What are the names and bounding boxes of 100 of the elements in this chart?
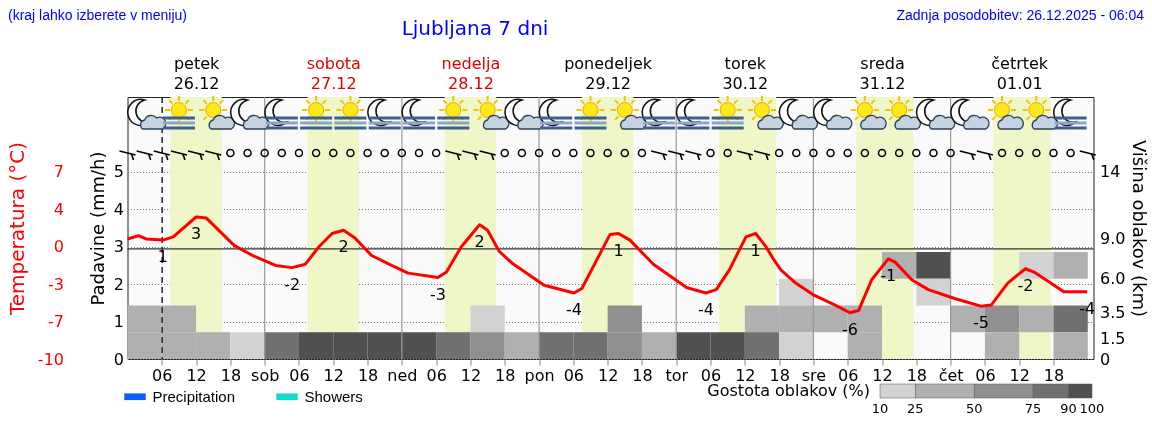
- text: Zadnja posodobitev: 26.12.2025 - 06:04: [896, 7, 1144, 23]
- x-tick-label: 12: [1009, 365, 1030, 385]
- point: [161, 305, 197, 333]
- color-bar-label: 10: [871, 401, 889, 416]
- color-bar-label: 90: [1060, 401, 1077, 416]
- y2-tick-label: 0: [113, 349, 124, 369]
- point: [539, 332, 574, 359]
- point: [230, 332, 265, 359]
- x2-tick-label: nedelja 28.12: [441, 53, 501, 93]
- y3-tick-label: 6.0: [1100, 269, 1126, 289]
- x2-tick-label: sobota 27.12: [306, 53, 361, 93]
- point: [504, 332, 540, 359]
- x-tick-label: 18: [1043, 365, 1065, 385]
- point: [744, 305, 780, 333]
- y2-axis-title: Padavine (mm/h): [86, 151, 108, 306]
- point: [1053, 252, 1088, 279]
- x-tick-label: tor: [665, 365, 689, 385]
- x-tick-label: ned: [387, 365, 418, 385]
- x2-tick-label: torek 30.12: [722, 53, 769, 93]
- point: [1053, 332, 1088, 359]
- x-tick-label: 06: [152, 365, 173, 385]
- chart-title: Ljubljana 7 dni: [401, 16, 549, 40]
- annotation: -3: [429, 284, 446, 304]
- point: [916, 252, 951, 279]
- x-tick-label: čet: [938, 365, 964, 385]
- x-tick-label: 18: [632, 365, 653, 385]
- point: [333, 332, 368, 359]
- point: [127, 332, 162, 359]
- legend-label: Precipitation: [152, 387, 236, 405]
- y-axis-title: Temperatura (°C): [4, 141, 29, 317]
- x-tick-label: 18: [906, 365, 927, 385]
- x2-tick-label: sreda 31.12: [859, 53, 906, 93]
- color-bar-label: 50: [965, 401, 983, 416]
- annotation: 1: [157, 247, 169, 267]
- x-tick-label: 12: [597, 365, 619, 385]
- x-tick-label: 12: [460, 365, 482, 385]
- y3-axis-title: Višina oblakov (km): [1129, 139, 1151, 318]
- x-tick-label: sob: [251, 365, 280, 385]
- point: [161, 332, 197, 359]
- y2-tick-label: 5: [113, 162, 124, 182]
- point: [401, 332, 437, 359]
- y3-tick-label: 9.0: [1100, 229, 1126, 249]
- annotation: 3: [191, 223, 202, 243]
- color-bar-label: 100: [1079, 401, 1105, 416]
- point: [641, 332, 677, 359]
- point: [984, 332, 1020, 359]
- point: [710, 332, 745, 359]
- y-tick-label: -10: [37, 349, 64, 369]
- x2-tick-label: petek 26.12: [173, 53, 221, 93]
- x-tick-label: 12: [186, 365, 207, 385]
- point: [470, 305, 505, 333]
- y3-tick-label: 3.5: [1100, 302, 1126, 322]
- point: [607, 305, 642, 333]
- y-tick-label: 7: [53, 162, 64, 182]
- point: [298, 332, 334, 359]
- y2-tick-label: 1: [113, 312, 124, 332]
- point: [676, 332, 711, 359]
- y3-tick-label: 14: [1100, 162, 1121, 182]
- annotation: -4: [565, 299, 582, 319]
- x-tick-label: 18: [220, 365, 242, 385]
- y2-tick-label: 2: [113, 274, 124, 294]
- annotation: -2: [284, 274, 301, 294]
- x-tick-label: 18: [357, 365, 379, 385]
- point: [470, 332, 505, 359]
- x-tick-label: 12: [872, 365, 893, 385]
- annotation: -4: [697, 299, 714, 319]
- x-tick-label: 18: [495, 365, 516, 385]
- y2-tick-label: 3: [113, 237, 124, 257]
- annotation: -5: [972, 313, 989, 333]
- point: [436, 332, 471, 359]
- y3-tick-label: 1.5: [1100, 329, 1126, 349]
- x2-tick-label: četrtek 01.01: [991, 53, 1049, 93]
- annotation: 2: [474, 231, 485, 251]
- annotation: -2: [1017, 275, 1034, 295]
- x-tick-label: 06: [289, 365, 310, 385]
- point: [573, 332, 608, 359]
- point: [744, 332, 780, 359]
- point: [779, 278, 814, 306]
- point: [264, 332, 299, 359]
- point: [779, 332, 814, 359]
- y-tick-label: 4: [53, 199, 64, 219]
- x-tick-label: pon: [524, 365, 555, 385]
- y-tick-label: -7: [48, 312, 64, 332]
- point: [779, 305, 814, 333]
- point: [196, 332, 231, 359]
- point: [607, 332, 642, 359]
- x-tick-label: 06: [426, 365, 447, 385]
- x-tick-label: 06: [563, 365, 585, 385]
- color-bar-label: 75: [1024, 401, 1042, 416]
- x2-tick-label: ponedeljek 29.12: [564, 53, 653, 93]
- x-tick-label: 06: [975, 365, 996, 385]
- text: (kraj lahko izberete v meniju): [8, 7, 187, 23]
- x-tick-label: 12: [323, 365, 344, 385]
- point: [367, 332, 402, 359]
- legend-label: Showers: [304, 387, 363, 405]
- y-tick-label: 0: [53, 237, 64, 257]
- annotation: -6: [842, 319, 858, 339]
- point: [1019, 252, 1054, 279]
- y2-tick-label: 4: [113, 199, 124, 219]
- annotation: -1: [880, 265, 897, 285]
